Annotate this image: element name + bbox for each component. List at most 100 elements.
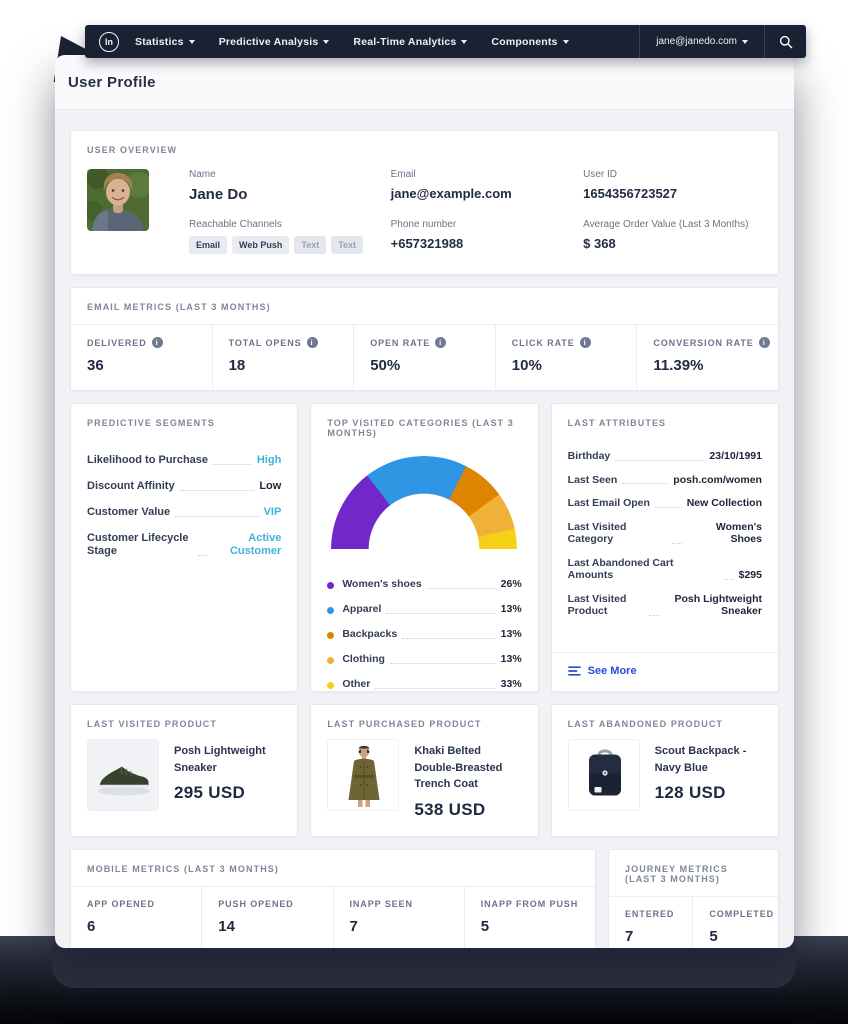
segment-value: High bbox=[256, 454, 282, 466]
dotted-leader bbox=[213, 464, 252, 465]
metric-open-rate: OPEN RATE 50% bbox=[353, 325, 495, 390]
nav-item-components[interactable]: Components bbox=[491, 36, 569, 48]
journey-metrics-header: JOURNEY METRICS (LAST 3 MONTHS) bbox=[609, 850, 778, 897]
user-overview-grid: Name Jane Do Email jane@example.com User… bbox=[189, 169, 762, 254]
metric-label-text: CLICK RATE bbox=[511, 337, 575, 348]
product-name: Khaki Belted Double-Breasted Trench Coat bbox=[414, 745, 503, 790]
metric-value: 50% bbox=[370, 357, 401, 374]
metric-value: 5 bbox=[709, 927, 718, 945]
metric-conversion-rate: CONVERSION RATE 11.39% bbox=[636, 325, 778, 390]
see-more-link[interactable]: See More bbox=[587, 665, 637, 677]
last-visited-product-card: LAST VISITED PRODUCT bbox=[70, 704, 299, 837]
metric-label: DELIVERED bbox=[87, 337, 208, 348]
dotted-leader bbox=[386, 613, 496, 614]
info-icon[interactable] bbox=[306, 337, 318, 348]
nav-item-statistics[interactable]: Statistics bbox=[135, 36, 195, 48]
trench-coat-illustration bbox=[328, 740, 399, 810]
insights-row: PREDICTIVE SEGMENTS Likelihood to Purcha… bbox=[70, 403, 779, 692]
product-body: Khaki Belted Double-Breasted Trench Coat… bbox=[311, 729, 537, 836]
metric-total-opens: TOTAL OPENS 18 bbox=[211, 325, 354, 390]
metric-click-rate: CLICK RATE 10% bbox=[494, 325, 637, 390]
nav-item-label: Predictive Analysis bbox=[218, 35, 319, 48]
metric-label: OPEN RATE bbox=[370, 337, 491, 348]
top-categories-card: TOP VISITED CATEGORIES (LAST 3 MONTHS) W… bbox=[310, 403, 539, 692]
legend-value: 13% bbox=[500, 653, 522, 665]
metric-value: 11.39% bbox=[653, 357, 704, 374]
top-categories-header: TOP VISITED CATEGORIES (LAST 3 MONTHS) bbox=[327, 418, 514, 438]
field-user-id: User ID 1654356723527 bbox=[583, 169, 762, 203]
email-metrics-row: DELIVERED 36 TOTAL OPENS 18 OPEN RATE 50… bbox=[71, 325, 778, 390]
channel-badges: Email Web Push Text Text bbox=[189, 236, 381, 254]
dotted-leader bbox=[615, 459, 705, 461]
attribute-label: Last Seen bbox=[567, 473, 618, 486]
search-button[interactable] bbox=[764, 25, 806, 58]
attribute-value: $295 bbox=[738, 569, 762, 581]
info-icon[interactable] bbox=[435, 337, 447, 348]
user-overview-body: Name Jane Do Email jane@example.com User… bbox=[71, 155, 778, 274]
mobile-metrics-header: MOBILE METRICS (LAST 3 MONTHS) bbox=[71, 850, 595, 887]
info-icon[interactable] bbox=[758, 337, 770, 348]
legend-value: 13% bbox=[500, 603, 522, 615]
metric-value: 36 bbox=[87, 357, 104, 374]
account-menu[interactable]: jane@janedo.com bbox=[639, 25, 764, 58]
predictive-segments-header: PREDICTIVE SEGMENTS bbox=[87, 418, 215, 428]
see-more-row: See More bbox=[551, 652, 778, 691]
top-navbar: In Statistics Predictive Analysis Real-T… bbox=[85, 25, 806, 58]
metric-value: 7 bbox=[625, 927, 634, 945]
channel-badge-web-push: Web Push bbox=[232, 236, 290, 254]
field-label: Reachable Channels bbox=[189, 219, 282, 230]
segment-row: Discount Affinity Low bbox=[87, 480, 281, 493]
nav-item-real-time-analytics[interactable]: Real-Time Analytics bbox=[353, 36, 468, 48]
predictive-segments-card: PREDICTIVE SEGMENTS Likelihood to Purcha… bbox=[70, 403, 299, 692]
nav-item-predictive-analysis[interactable]: Predictive Analysis bbox=[219, 36, 330, 48]
product-price: 128 USD bbox=[654, 783, 726, 802]
info-icon[interactable] bbox=[151, 337, 163, 348]
user-overview-card: USER OVERVIEW bbox=[70, 130, 779, 275]
segment-label: Customer Value bbox=[87, 506, 171, 518]
dotted-leader bbox=[375, 688, 496, 689]
metric-delivered: DELIVERED 36 bbox=[71, 325, 212, 390]
metric-label: INAPP FROM PUSH bbox=[480, 898, 579, 909]
field-reachable-channels: Reachable Channels Email Web Push Text T… bbox=[189, 219, 381, 254]
last-purchased-product-header: LAST PURCHASED PRODUCT bbox=[327, 719, 482, 729]
attribute-value: New Collection bbox=[686, 497, 762, 509]
info-icon[interactable] bbox=[579, 337, 591, 348]
dotted-leader bbox=[402, 638, 496, 639]
chevron-down-icon bbox=[461, 39, 468, 44]
metric-entered: ENTERED 7 bbox=[609, 897, 692, 949]
dotted-leader bbox=[654, 506, 682, 508]
last-abandoned-product-header: LAST ABANDONED PRODUCT bbox=[567, 719, 724, 729]
metric-label: PUSH OPENED bbox=[218, 898, 294, 909]
field-value: Jane Do bbox=[189, 186, 248, 203]
legend-row: Clothing 13% bbox=[327, 653, 522, 666]
metric-value: 6 bbox=[87, 917, 96, 935]
legend-dot bbox=[327, 632, 335, 639]
product-info: Scout Backpack - Navy Blue 128 USD bbox=[655, 739, 764, 811]
legend-dot bbox=[327, 657, 335, 664]
field-label: User ID bbox=[583, 169, 618, 180]
page-title: User Profile bbox=[68, 73, 156, 91]
bottom-metrics-row: MOBILE METRICS (LAST 3 MONTHS) APP OPENE… bbox=[70, 848, 779, 949]
segment-value: VIP bbox=[263, 506, 282, 518]
product-name: Posh Lightweight Sneaker bbox=[174, 745, 266, 774]
dotted-leader bbox=[426, 588, 496, 589]
attribute-value: Posh Lightweight Sneaker bbox=[674, 592, 762, 618]
app-sheet: User Profile USER OVERVIEW bbox=[55, 55, 794, 948]
attribute-row: Last Abandoned Cart Amounts $295 bbox=[568, 557, 762, 582]
field-label: Name bbox=[189, 169, 216, 180]
legend-row: Backpacks 13% bbox=[327, 628, 522, 641]
brand-logo[interactable]: In bbox=[99, 31, 119, 52]
metric-value: 5 bbox=[480, 917, 490, 935]
page-header: User Profile bbox=[55, 55, 794, 110]
metric-label: CONVERSION RATE bbox=[653, 337, 774, 348]
metric-label: ENTERED bbox=[625, 908, 675, 919]
legend-row: Apparel 13% bbox=[327, 603, 522, 616]
attribute-label: Last Visited Category bbox=[567, 520, 627, 546]
product-name: Scout Backpack - Navy Blue bbox=[654, 745, 747, 774]
metric-label-text: DELIVERED bbox=[87, 337, 147, 348]
metric-label: COMPLETED bbox=[709, 908, 774, 919]
attribute-value: Women's Shoes bbox=[715, 520, 762, 546]
product-image-sneaker bbox=[87, 739, 159, 811]
chevron-down-icon bbox=[188, 39, 195, 44]
predictive-segments-rows: Likelihood to Purchase High Discount Affi… bbox=[71, 428, 297, 558]
